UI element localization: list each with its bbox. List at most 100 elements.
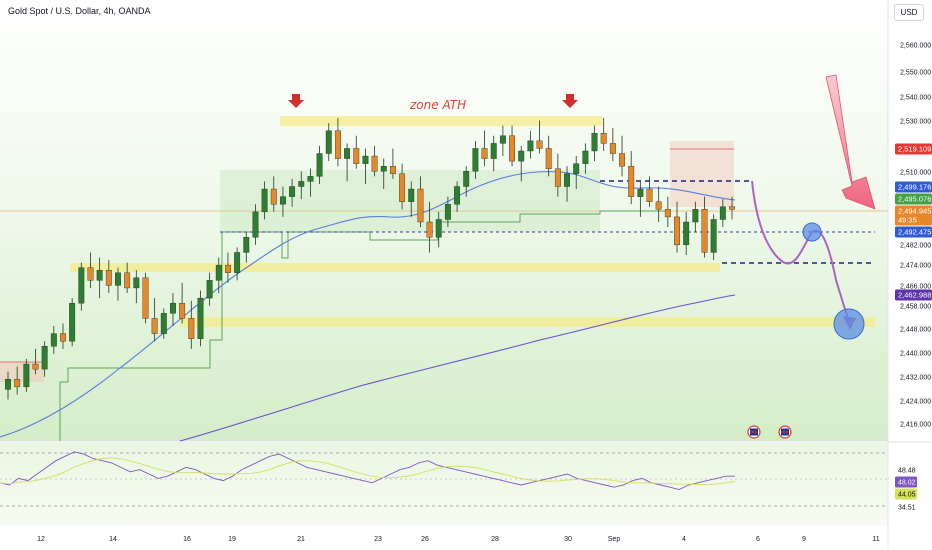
candle-body xyxy=(261,188,268,213)
price-tag-red: 2,519.109 xyxy=(895,143,932,155)
candle-body xyxy=(316,153,323,177)
price-tags: 2,519.1092,499.1762,495.0762,494.94549:3… xyxy=(895,143,932,301)
price-axis-ticks: 2,560.000 2,550.000 2,540.000 2,530.000 2,51… xyxy=(900,43,931,429)
candle-body xyxy=(408,188,415,202)
short-position-box xyxy=(670,141,734,207)
top-arrow-left-icon xyxy=(288,94,304,108)
y-tick-label: 2,424.000 xyxy=(900,399,931,406)
rsi-level-value: 48.48 xyxy=(898,468,916,475)
candle-body xyxy=(234,252,241,273)
y-tick-label: 2,550.000 xyxy=(900,70,931,77)
candle-body xyxy=(655,201,662,210)
candle-body xyxy=(399,173,406,202)
candle-body xyxy=(151,318,158,334)
candle-body xyxy=(78,267,85,304)
candle-body xyxy=(307,176,314,182)
candle-body xyxy=(582,150,589,164)
currency-button[interactable]: USD xyxy=(894,4,924,21)
candle-body xyxy=(60,333,66,342)
y-tick-label: 2,432.000 xyxy=(900,375,931,382)
x-tick-label: 23 xyxy=(374,536,382,543)
rsi-level-tag: 48.48 xyxy=(898,468,916,475)
candle-body xyxy=(701,209,708,253)
candle-body xyxy=(545,148,552,169)
price-tag-value: 2,499.176 xyxy=(898,183,931,192)
candle-body xyxy=(87,267,94,281)
candle-body xyxy=(289,186,296,197)
candle-body xyxy=(591,133,598,152)
candle-body xyxy=(197,297,204,339)
rsi-tags: 48.48 48.02 44.05 34.51 xyxy=(895,468,917,512)
price-tag-purple: 2,462.988 xyxy=(895,289,932,301)
x-tick-label: 30 xyxy=(564,536,572,543)
y-tick-label: 2,416.000 xyxy=(900,422,931,429)
candle-body xyxy=(564,173,570,187)
candle-body xyxy=(435,219,442,238)
candle-body xyxy=(279,196,286,205)
candle-body xyxy=(481,148,488,159)
x-tick-label: 14 xyxy=(109,536,117,543)
candle-body xyxy=(188,318,195,339)
news-flag-2-icon[interactable] xyxy=(778,425,792,439)
candle-body xyxy=(325,130,332,154)
top-arrow-right-icon xyxy=(562,94,578,108)
candle-body xyxy=(206,280,213,299)
y-tick-label: 2,474.000 xyxy=(900,263,931,270)
news-flag-1-icon[interactable] xyxy=(747,425,761,439)
candle-body xyxy=(426,221,433,238)
candle-body xyxy=(554,168,561,187)
candle-body xyxy=(353,148,360,164)
candle-body xyxy=(32,363,39,370)
time-axis-background xyxy=(0,525,888,550)
candle-body xyxy=(23,363,30,388)
x-tick-label: 4 xyxy=(682,536,686,543)
x-tick-label: Sep xyxy=(608,536,621,543)
candle-body xyxy=(664,209,671,218)
candle-body xyxy=(674,216,680,246)
candle-body xyxy=(270,188,277,205)
trailing-stop-line xyxy=(59,210,670,441)
candle-body xyxy=(124,272,131,289)
candle-body xyxy=(518,150,525,162)
candle-body xyxy=(444,204,451,220)
candle-body xyxy=(224,264,231,273)
candle-body xyxy=(344,148,351,159)
candle-body xyxy=(463,171,470,187)
candle-body xyxy=(417,188,424,223)
candle-body xyxy=(683,221,690,246)
candlestick-series xyxy=(5,118,735,400)
candle-body xyxy=(646,188,653,202)
candle-body xyxy=(472,148,479,172)
y-tick-label: 2,560.000 xyxy=(900,43,931,50)
rsi-background xyxy=(0,443,888,525)
x-tick-label: 19 xyxy=(228,536,236,543)
support-zone-lower xyxy=(180,317,875,327)
candle-body xyxy=(389,165,396,175)
candle-body xyxy=(334,130,341,159)
candle-body xyxy=(115,272,121,286)
rsi-line xyxy=(0,451,735,490)
price-tag-value: 2,462.988 xyxy=(898,291,931,300)
candle-body xyxy=(50,333,57,347)
price-tag-value: 2,495.076 xyxy=(898,195,931,204)
price-tag-countdown: 49:35 xyxy=(898,216,917,225)
symbol-title: Gold Spot / U.S. Dollar, 4h, OANDA xyxy=(8,6,151,16)
candle-body xyxy=(609,143,616,154)
candle-body xyxy=(371,155,378,172)
y-tick-label: 2,530.000 xyxy=(900,119,931,126)
x-tick-label: 26 xyxy=(421,536,429,543)
rsi-level-tag: 34.51 xyxy=(898,505,916,512)
y-tick-label: 2,510.000 xyxy=(900,170,931,177)
y-tick-label: 2,440.000 xyxy=(900,351,931,358)
candle-body xyxy=(710,219,717,253)
x-tick-label: 16 xyxy=(183,536,191,543)
x-tick-label: 12 xyxy=(37,536,45,543)
candle-body xyxy=(252,211,259,238)
candle-body xyxy=(490,143,497,159)
y-tick-label: 2,482.000 xyxy=(900,243,931,250)
target-circle-upper[interactable] xyxy=(802,222,822,242)
candle-body xyxy=(179,302,186,319)
target-circle-lower[interactable] xyxy=(833,308,865,340)
